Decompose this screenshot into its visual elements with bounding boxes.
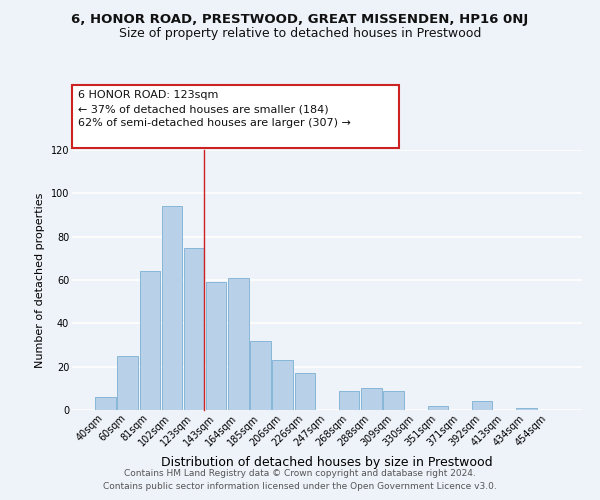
Bar [250, 340, 271, 410]
Bar [339, 390, 359, 410]
X-axis label: Distribution of detached houses by size in Prestwood: Distribution of detached houses by size … [161, 456, 493, 469]
Bar [95, 397, 116, 410]
Text: Contains public sector information licensed under the Open Government Licence v3: Contains public sector information licen… [103, 482, 497, 491]
Bar [295, 373, 315, 410]
Bar [428, 406, 448, 410]
Y-axis label: Number of detached properties: Number of detached properties [35, 192, 45, 368]
Text: 6, HONOR ROAD, PRESTWOOD, GREAT MISSENDEN, HP16 0NJ: 6, HONOR ROAD, PRESTWOOD, GREAT MISSENDE… [71, 12, 529, 26]
Bar [184, 248, 204, 410]
Bar [516, 408, 536, 410]
Text: 6 HONOR ROAD: 123sqm
← 37% of detached houses are smaller (184)
62% of semi-deta: 6 HONOR ROAD: 123sqm ← 37% of detached h… [78, 90, 351, 128]
Bar [118, 356, 138, 410]
Bar [361, 388, 382, 410]
Bar [472, 402, 493, 410]
Text: Contains HM Land Registry data © Crown copyright and database right 2024.: Contains HM Land Registry data © Crown c… [124, 468, 476, 477]
Bar [272, 360, 293, 410]
Bar [161, 206, 182, 410]
Bar [228, 278, 248, 410]
Bar [383, 390, 404, 410]
Text: Size of property relative to detached houses in Prestwood: Size of property relative to detached ho… [119, 28, 481, 40]
Bar [206, 282, 226, 410]
Bar [140, 272, 160, 410]
